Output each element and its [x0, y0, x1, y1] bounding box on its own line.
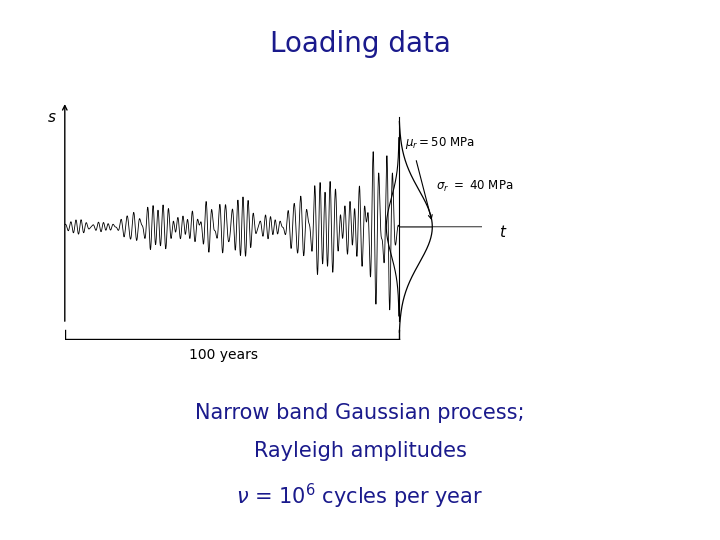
Text: 100 years: 100 years — [189, 348, 258, 362]
Text: Rayleigh amplitudes: Rayleigh amplitudes — [253, 441, 467, 461]
Text: s: s — [48, 110, 56, 125]
Text: t: t — [499, 225, 505, 240]
Text: $\nu$ = 10$^6$ cycles per year: $\nu$ = 10$^6$ cycles per year — [236, 482, 484, 511]
Text: Loading data: Loading data — [269, 30, 451, 58]
Text: Narrow band Gaussian process;: Narrow band Gaussian process; — [195, 403, 525, 423]
Text: $\sigma_r\ =\ 40$ MPa: $\sigma_r\ =\ 40$ MPa — [436, 179, 514, 194]
Text: $\mu_r = 50$ MPa: $\mu_r = 50$ MPa — [405, 135, 475, 151]
